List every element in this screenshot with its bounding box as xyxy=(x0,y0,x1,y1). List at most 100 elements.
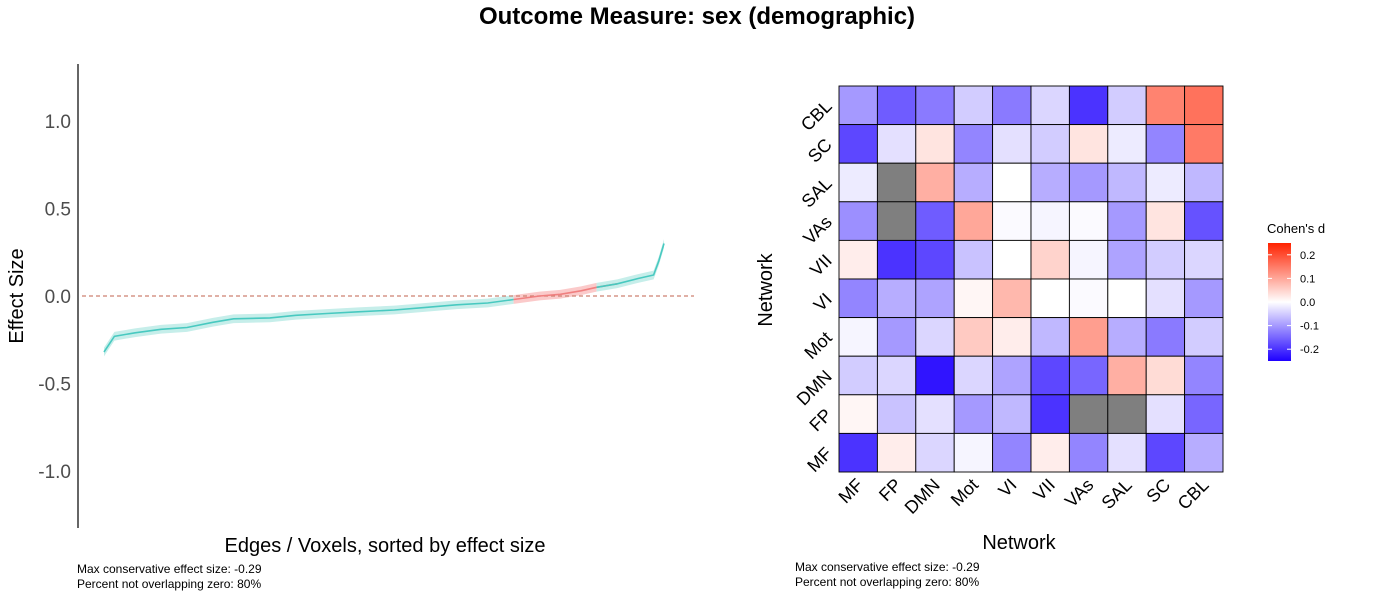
y-tick-label: -1.0 xyxy=(38,462,71,483)
heatmap-cell xyxy=(1030,317,1070,357)
heatmap-cell xyxy=(953,432,994,473)
heatmap-cell xyxy=(838,317,878,357)
y-axis-title: Effect Size xyxy=(6,248,28,343)
heatmap-cell xyxy=(838,278,878,319)
heatmap-cell xyxy=(1184,85,1224,126)
heatmap-cell xyxy=(915,394,955,434)
heatmap-cell xyxy=(992,278,1032,319)
heatmap-cell xyxy=(1145,317,1186,357)
heatmap-cell xyxy=(1030,201,1070,241)
heatmap-cell xyxy=(915,124,955,164)
heatmap-cell xyxy=(1145,124,1186,164)
heatmap-cell xyxy=(1145,355,1186,396)
heatmap-cell xyxy=(1030,432,1070,473)
heatmap-cell xyxy=(1184,432,1224,473)
heatmap-cell xyxy=(1107,162,1147,203)
heatmap-cell xyxy=(1107,432,1147,473)
heatmap-cell xyxy=(1107,201,1147,241)
heatmap-y-tick-label: Mot xyxy=(800,328,835,363)
heatmap-cell xyxy=(1107,85,1147,126)
heatmap-cell xyxy=(953,162,994,203)
heatmap-y-tick-label: VII xyxy=(806,250,836,280)
heatmap-caption-max-effect: Max conservative effect size: -0.29 xyxy=(795,560,980,574)
heatmap-cell xyxy=(1068,355,1109,396)
heatmap-cell xyxy=(838,432,878,473)
heatmap-y-tick-label: FP xyxy=(805,405,835,435)
heatmap-cell xyxy=(876,355,917,396)
heatmap-cell xyxy=(992,394,1032,434)
effect-size-line xyxy=(103,243,665,353)
heatmap-cell xyxy=(1068,394,1109,434)
heatmap-cell xyxy=(1145,162,1186,203)
heatmap-cell xyxy=(1068,124,1109,164)
heatmap-cell xyxy=(915,355,955,396)
effect-line-negative xyxy=(103,298,514,353)
heatmap-cell xyxy=(953,239,994,280)
heatmap-cell xyxy=(876,201,917,241)
effect-size-panel: 1.0 0.5 0.0 -0.5 -1.0 Edges / Voxels, sorted… xyxy=(6,64,694,591)
heatmap-y-tick-label: VI xyxy=(810,289,836,315)
heatmap-x-tick-label: Mot xyxy=(947,475,982,510)
heatmap-cell xyxy=(876,124,917,164)
heatmap-cell xyxy=(1145,394,1186,434)
heatmap-cell xyxy=(1107,239,1147,280)
heatmap-cell xyxy=(1184,355,1224,396)
heatmap-cell xyxy=(876,317,917,357)
heatmap-cell xyxy=(1184,124,1224,164)
heatmap-cell xyxy=(1030,278,1070,319)
heatmap-cell xyxy=(1184,201,1224,241)
y-tick-label: 1.0 xyxy=(45,112,71,133)
heatmap-cell xyxy=(838,239,878,280)
heatmap-cell xyxy=(953,124,994,164)
heatmap-cell xyxy=(992,432,1032,473)
heatmap-cell xyxy=(1068,278,1109,319)
heatmap-cell xyxy=(838,162,878,203)
effect-line-positive xyxy=(596,243,665,289)
y-tick-label: 0.0 xyxy=(45,287,71,308)
heatmap-cell xyxy=(1145,278,1186,319)
heatmap-cell xyxy=(953,85,994,126)
heatmap-cell xyxy=(1068,85,1109,126)
heatmap-cell xyxy=(1030,239,1070,280)
heatmap-cell xyxy=(838,124,878,164)
confidence-band-negative xyxy=(104,295,514,357)
heatmap-cell xyxy=(876,278,917,319)
figure-title: Outcome Measure: sex (demographic) xyxy=(479,3,915,30)
heatmap-cell xyxy=(1068,432,1109,473)
heatmap-cell xyxy=(1030,162,1070,203)
heatmap-cell xyxy=(1184,278,1224,319)
heatmap-y-tick-label: MF xyxy=(803,443,836,476)
heatmap-x-tick-label: CBL xyxy=(1174,475,1213,514)
legend-ticks: 0.2 0.1 0.0 -0.1 -0.2 xyxy=(1268,250,1319,356)
x-axis-title: Edges / Voxels, sorted by effect size xyxy=(225,535,546,557)
legend-colorbar xyxy=(1268,243,1291,361)
heatmap-cell xyxy=(838,85,878,126)
heatmap-cell xyxy=(992,85,1032,126)
heatmap-cell xyxy=(838,394,878,434)
heatmap-cell xyxy=(1107,124,1147,164)
heatmap-cell xyxy=(1068,317,1109,357)
y-tick-label: 0.5 xyxy=(45,200,71,221)
heatmap-cell xyxy=(953,394,994,434)
heatmap-cell xyxy=(1145,85,1186,126)
legend-tick-label: 0.2 xyxy=(1300,250,1315,262)
heatmap-cell xyxy=(876,162,917,203)
heatmap-x-tick-label: DMN xyxy=(901,475,944,518)
heatmap-cell xyxy=(1030,124,1070,164)
heatmap-cell xyxy=(1184,239,1224,280)
heatmap-x-tick-label: FP xyxy=(875,475,905,505)
heatmap-cell xyxy=(876,394,917,434)
heatmap-cell xyxy=(915,239,955,280)
heatmap-x-tick-label: MF xyxy=(835,475,868,508)
legend-title: Cohen's d xyxy=(1267,221,1325,236)
heatmap-cell xyxy=(1107,278,1147,319)
confidence-band-positive xyxy=(596,239,664,292)
heatmap-cell xyxy=(1068,239,1109,280)
heatmap-cell xyxy=(876,239,917,280)
heatmap-cell xyxy=(915,162,955,203)
heatmap-cells xyxy=(838,85,1224,473)
heatmap-x-axis-title: Network xyxy=(982,532,1056,554)
